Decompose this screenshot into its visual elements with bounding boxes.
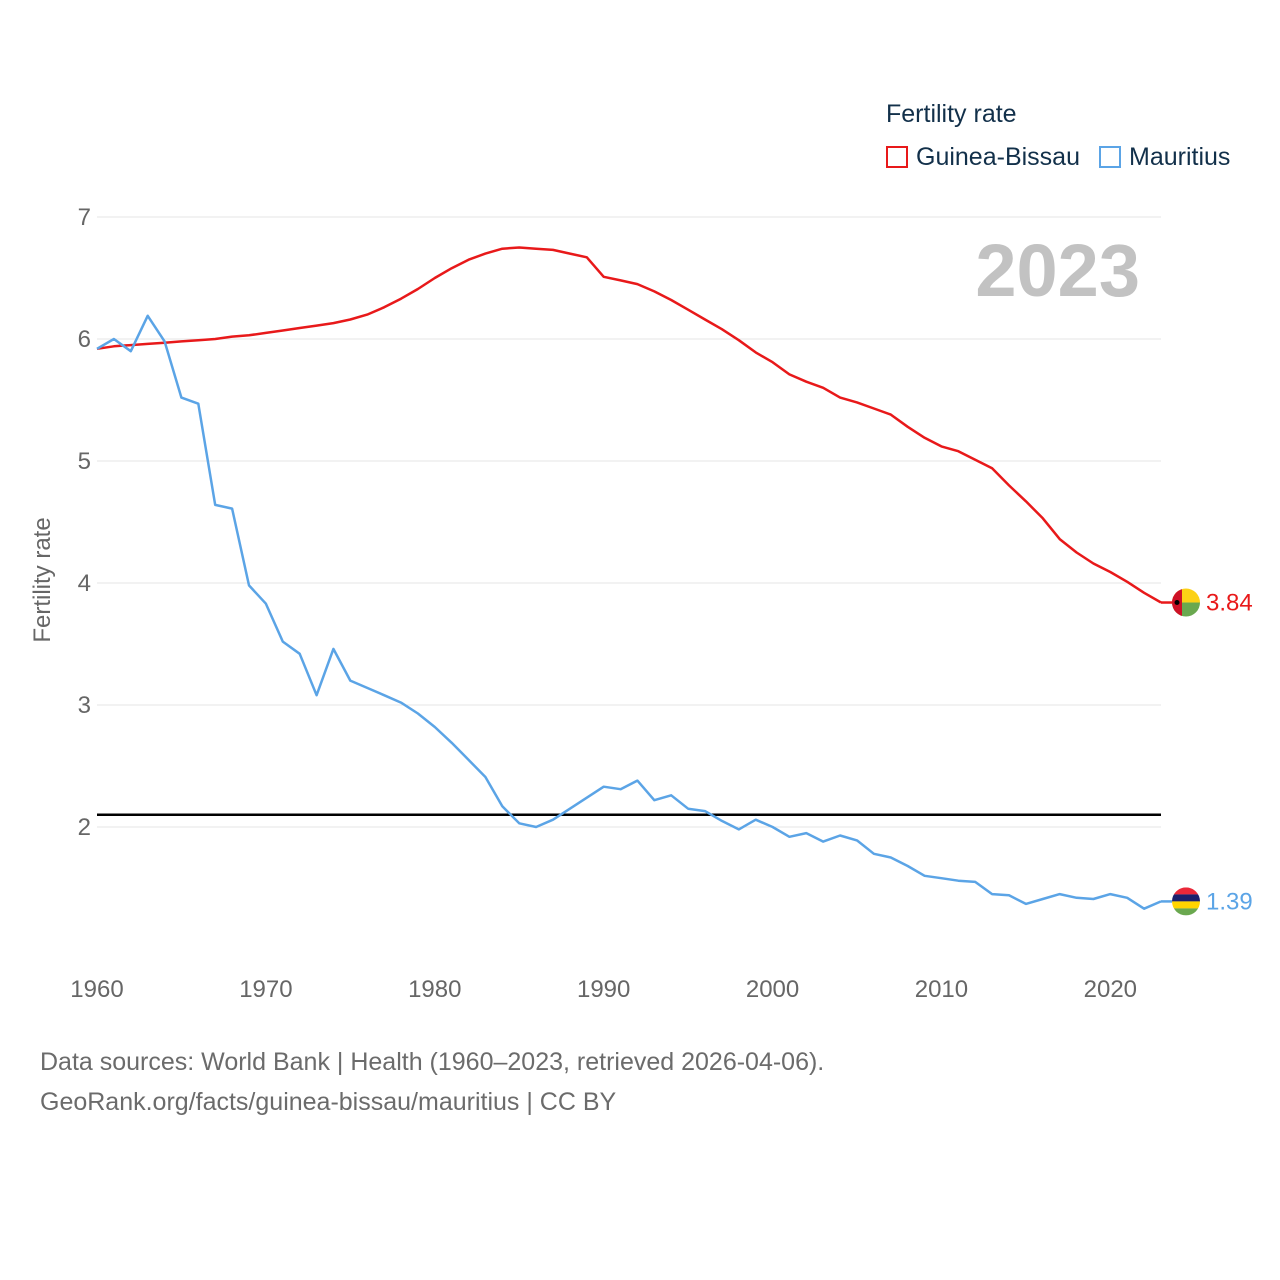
- y-tick-label: 7: [78, 204, 91, 231]
- x-tick-label: 2020: [1084, 976, 1137, 1003]
- x-axis: 1960 1970 1980 1990 2000 2010 2020: [70, 976, 1137, 1003]
- mauritius-flag-icon: [1172, 887, 1200, 916]
- x-tick-label: 2010: [915, 976, 968, 1003]
- x-tick-label: 2000: [746, 976, 799, 1003]
- series-group: [96, 246, 1162, 910]
- end-labels: 3.84 1.39: [1161, 588, 1253, 916]
- x-tick-label: 1960: [70, 976, 123, 1003]
- legend-label-mauritius: Mauritius: [1129, 142, 1231, 171]
- y-tick-label: 5: [78, 448, 91, 475]
- x-tick-label: 1990: [577, 976, 630, 1003]
- legend-label-guinea-bissau: Guinea-Bissau: [916, 142, 1080, 171]
- legend-title: Fertility rate: [886, 100, 1017, 128]
- guinea-bissau-flag-icon: [1172, 588, 1200, 617]
- legend-item-mauritius[interactable]: Mauritius: [1099, 142, 1230, 172]
- legend-item-guinea-bissau[interactable]: Guinea-Bissau: [886, 142, 1080, 172]
- series-line-guinea-bissau: [96, 246, 1162, 604]
- x-tick-label: 1970: [239, 976, 292, 1003]
- end-value-label: 3.84: [1206, 590, 1253, 617]
- legend-swatch-guinea-bissau: [886, 146, 908, 168]
- y-tick-label: 4: [78, 570, 91, 597]
- grid-lines: [97, 216, 1161, 828]
- y-tick-label: 2: [78, 814, 91, 841]
- data-sources-text: Data sources: World Bank | Health (1960–…: [40, 1048, 825, 1076]
- footer: Data sources: World Bank | Health (1960–…: [40, 1042, 824, 1122]
- y-tick-label: 3: [78, 692, 91, 719]
- x-tick-label: 1980: [408, 976, 461, 1003]
- y-tick-label: 6: [78, 326, 91, 353]
- y-axis: 2 3 4 5 6 7: [78, 204, 91, 841]
- year-label: 2023: [975, 229, 1140, 312]
- legend-swatch-mauritius: [1099, 146, 1121, 168]
- y-axis-label: Fertility rate: [29, 517, 56, 642]
- series-line-mauritius: [96, 314, 1162, 910]
- end-value-label: 1.39: [1206, 888, 1253, 915]
- source-link[interactable]: GeoRank.org/facts/guinea-bissau/mauritiu…: [40, 1088, 617, 1116]
